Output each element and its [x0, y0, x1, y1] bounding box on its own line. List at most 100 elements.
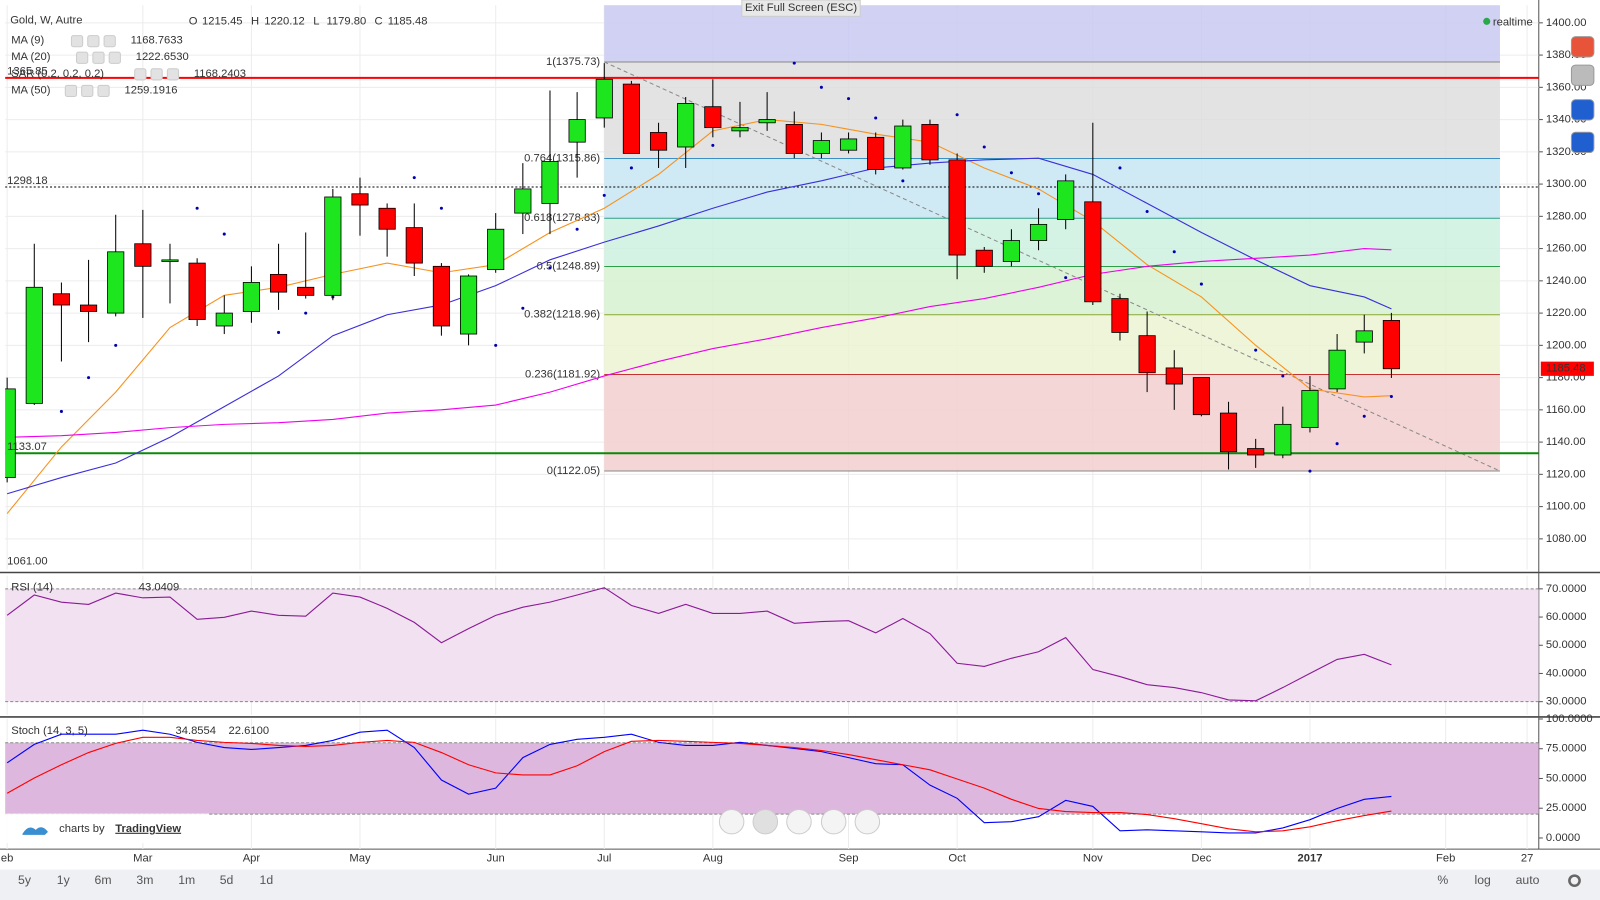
legend-icon[interactable]: [64, 84, 78, 98]
range-button[interactable]: 1d: [260, 873, 274, 887]
sar-dot: [59, 409, 63, 413]
candle-body: [514, 188, 532, 214]
exit-fullscreen-button[interactable]: [741, 0, 861, 17]
candle-body: [324, 196, 342, 296]
legend-icon[interactable]: [81, 84, 94, 98]
range-button[interactable]: 5d: [220, 873, 234, 887]
panel-plot: [5, 718, 1539, 850]
sar-dot: [304, 311, 308, 315]
branding-logo: [22, 827, 48, 835]
ohlc-key: C: [374, 15, 382, 27]
range-button[interactable]: 3m: [136, 873, 153, 887]
side-tool[interactable]: [1570, 36, 1595, 58]
side-tool[interactable]: [1570, 64, 1595, 86]
candle-body: [704, 106, 722, 129]
side-tool[interactable]: [1570, 99, 1595, 121]
candle-body: [297, 286, 315, 296]
legend-icon[interactable]: [108, 51, 121, 64]
candle-body: [1274, 423, 1292, 456]
y-tick-label: 50.0000: [1546, 639, 1587, 651]
scale-button[interactable]: %: [1437, 873, 1448, 887]
candle-body: [487, 228, 505, 270]
legend-icon[interactable]: [134, 68, 147, 81]
ohlc-value: 1185.48: [388, 15, 428, 27]
realtime-dot: [1483, 17, 1491, 25]
legend-icon[interactable]: [97, 84, 110, 98]
candle-body: [1029, 223, 1048, 241]
y-tick-label: 1240.00: [1546, 275, 1587, 287]
indicator-band: [5, 742, 1539, 815]
y-tick-label: 30.0000: [1546, 696, 1587, 708]
sar-dot: [792, 61, 796, 65]
range-button[interactable]: 5y: [18, 873, 32, 887]
candle-body: [215, 312, 233, 327]
scale-button[interactable]: log: [1474, 873, 1491, 887]
nav-button[interactable]: [820, 808, 847, 835]
candle-body: [1084, 201, 1102, 303]
indicator-line: [6, 157, 1392, 495]
candle-body: [52, 293, 70, 306]
legend-icon[interactable]: [76, 51, 89, 64]
y-tick-label: 1220.00: [1546, 307, 1587, 319]
sar-dot: [114, 343, 118, 347]
sar-dot: [439, 206, 443, 210]
settings-button[interactable]: [1568, 874, 1581, 888]
candle-body: [405, 227, 423, 264]
legend-icon[interactable]: [103, 35, 116, 48]
nav-button[interactable]: [718, 808, 745, 835]
legend-value: 1168.7633: [131, 35, 183, 47]
sar-dot: [87, 376, 91, 380]
fib-level-label: 0.764(1315.86): [524, 152, 600, 164]
candle-body: [731, 127, 749, 132]
legend-icon[interactable]: [150, 68, 163, 81]
x-tick-label: 2017: [1297, 852, 1322, 864]
legend-icon[interactable]: [166, 68, 180, 81]
y-tick-label: 1080.00: [1546, 533, 1587, 545]
y-tick-label: 1140.00: [1546, 436, 1586, 448]
sar-dot: [874, 116, 878, 120]
candle-body: [269, 273, 288, 293]
candle-body: [812, 140, 830, 154]
legend-icon[interactable]: [92, 51, 105, 64]
sar-dot: [222, 232, 226, 236]
candle-body: [921, 124, 939, 161]
y-tick-label: 75.0000: [1546, 743, 1587, 755]
legend-icon[interactable]: [70, 35, 84, 48]
branding-brand[interactable]: TradingView: [115, 823, 181, 835]
nav-button[interactable]: [786, 808, 812, 835]
range-button[interactable]: 1m: [178, 873, 195, 887]
nav-button[interactable]: [752, 808, 779, 835]
candle-body: [432, 265, 450, 327]
sar-dot: [575, 227, 579, 231]
sar-dot: [195, 206, 199, 210]
candle-body: [1382, 320, 1400, 370]
legend-name: MA (9): [11, 35, 44, 47]
y-tick-label: 0.0000: [1546, 832, 1580, 844]
sar-dot: [1362, 414, 1366, 418]
fib-level-label: 0.618(1278.83): [524, 212, 600, 224]
candle-body: [975, 249, 993, 267]
legend-icon[interactable]: [87, 35, 100, 48]
x-tick-label: Jul: [597, 852, 611, 864]
legend-value: 1168.2403: [194, 68, 246, 80]
x-tick-label: Mar: [133, 852, 153, 864]
candle-body: [1328, 349, 1346, 390]
range-button[interactable]: 1y: [57, 873, 71, 887]
y-tick-label: 1320.00: [1546, 146, 1587, 158]
sar-dot: [1037, 192, 1041, 196]
candle-body: [1165, 367, 1183, 385]
candle-body: [25, 286, 43, 404]
range-button[interactable]: 6m: [95, 873, 112, 887]
candle-body: [839, 138, 858, 151]
y-tick-label: 1340.00: [1546, 114, 1587, 126]
y-tick-label: 50.0000: [1546, 772, 1587, 784]
sar-dot: [847, 97, 851, 101]
candle-body: [622, 83, 640, 154]
nav-button[interactable]: [854, 808, 881, 835]
side-tool[interactable]: [1570, 131, 1595, 154]
x-tick-label: Feb: [1436, 852, 1455, 864]
scale-button[interactable]: auto: [1516, 873, 1540, 887]
sar-dot: [1389, 395, 1393, 399]
